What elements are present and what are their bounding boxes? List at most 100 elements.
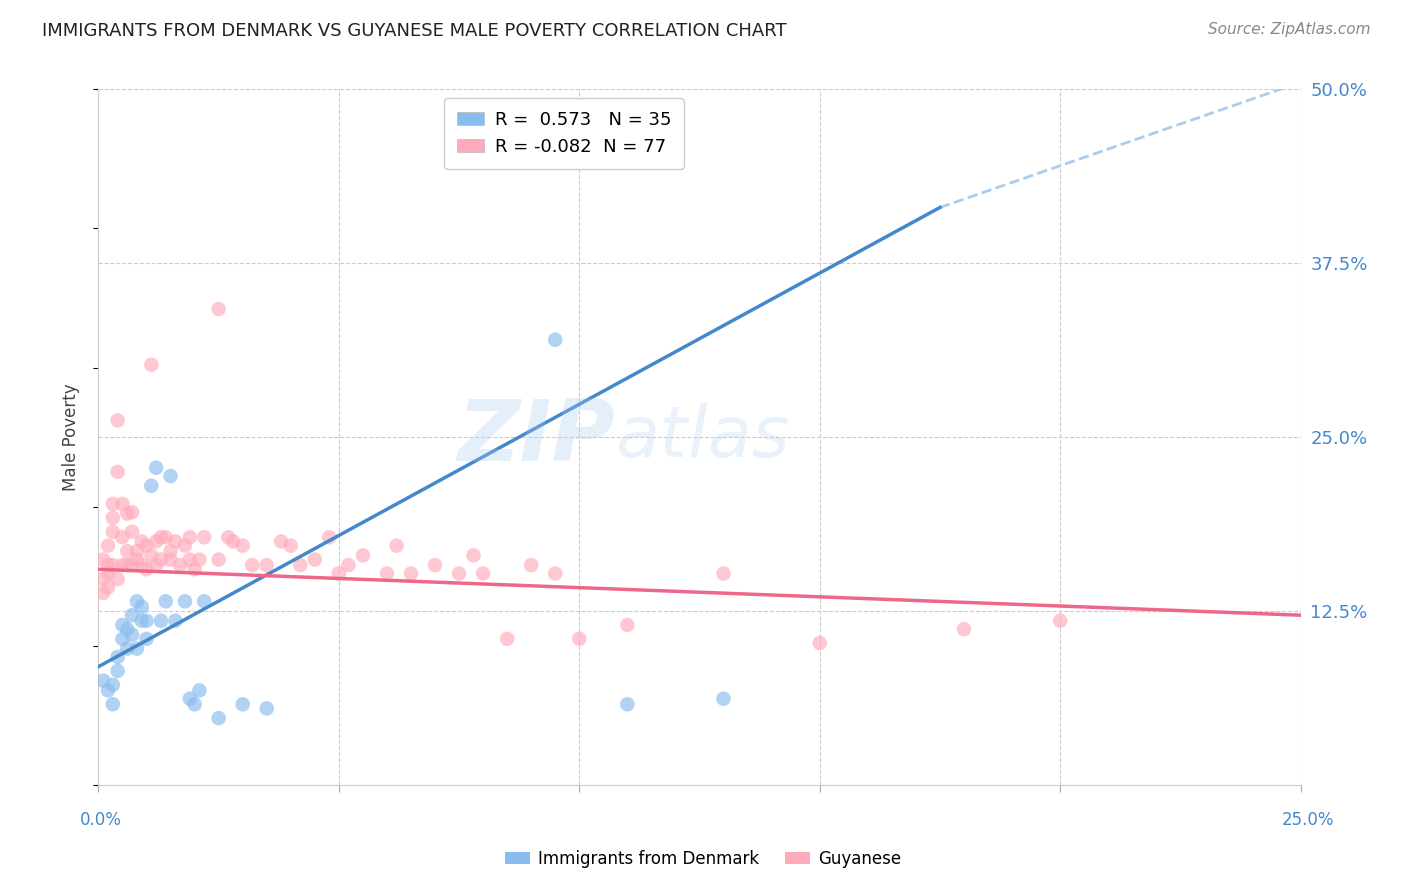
Point: [179, 530, 201, 544]
Point: [544, 333, 567, 347]
Point: [159, 544, 181, 558]
Point: [125, 594, 148, 608]
Point: [97, 683, 120, 698]
Point: [808, 636, 831, 650]
Point: [125, 641, 148, 656]
Point: [208, 301, 231, 316]
Point: [496, 632, 519, 646]
Point: [183, 698, 205, 712]
Point: [270, 534, 292, 549]
Point: [111, 618, 134, 632]
Point: [125, 544, 148, 558]
Point: [217, 530, 239, 544]
Point: [135, 632, 157, 646]
Point: [352, 549, 374, 563]
Point: [145, 460, 167, 475]
Point: [107, 572, 129, 586]
Point: [953, 622, 976, 636]
Point: [463, 549, 485, 563]
Point: [117, 544, 139, 558]
Point: [256, 558, 278, 573]
Point: [107, 413, 129, 427]
Point: [135, 562, 157, 576]
Point: [375, 566, 398, 581]
Point: [141, 549, 163, 563]
Point: [222, 534, 245, 549]
Y-axis label: Male Poverty: Male Poverty: [62, 384, 80, 491]
Point: [183, 562, 205, 576]
Point: [318, 530, 340, 544]
Point: [713, 691, 735, 706]
Point: [125, 552, 148, 566]
Text: 0.0%: 0.0%: [80, 811, 122, 829]
Point: [107, 649, 129, 664]
Point: [544, 566, 567, 581]
Point: [208, 552, 231, 566]
Point: [111, 632, 134, 646]
Point: [385, 539, 408, 553]
Point: [121, 628, 143, 642]
Point: [232, 539, 254, 553]
Point: [107, 664, 129, 678]
Point: [188, 683, 211, 698]
Text: 25.0%: 25.0%: [1281, 811, 1334, 829]
Point: [208, 711, 231, 725]
Point: [101, 558, 124, 573]
Point: [141, 358, 163, 372]
Point: [111, 530, 134, 544]
Point: [107, 465, 129, 479]
Point: [117, 641, 139, 656]
Point: [149, 614, 172, 628]
Point: [97, 580, 120, 594]
Point: [159, 469, 181, 483]
Point: [193, 594, 215, 608]
Point: [179, 691, 201, 706]
Point: [117, 622, 139, 636]
Point: [188, 552, 211, 566]
Point: [91, 586, 114, 600]
Text: IMMIGRANTS FROM DENMARK VS GUYANESE MALE POVERTY CORRELATION CHART: IMMIGRANTS FROM DENMARK VS GUYANESE MALE…: [42, 22, 787, 40]
Point: [328, 566, 350, 581]
Point: [121, 558, 143, 573]
Point: [131, 534, 153, 549]
Point: [97, 539, 120, 553]
Point: [91, 552, 114, 566]
Point: [131, 614, 153, 628]
Point: [165, 534, 187, 549]
Point: [304, 552, 326, 566]
Point: [135, 614, 157, 628]
Point: [179, 552, 201, 566]
Point: [145, 534, 167, 549]
Point: [117, 558, 139, 573]
Text: ZIP: ZIP: [458, 395, 616, 479]
Point: [101, 678, 124, 692]
Legend: R =  0.573   N = 35, R = -0.082  N = 77: R = 0.573 N = 35, R = -0.082 N = 77: [444, 98, 683, 169]
Point: [111, 497, 134, 511]
Point: [155, 594, 177, 608]
Point: [101, 510, 124, 524]
Point: [101, 497, 124, 511]
Point: [240, 558, 263, 573]
Point: [101, 698, 124, 712]
Point: [149, 552, 172, 566]
Point: [101, 524, 124, 539]
Point: [121, 608, 143, 623]
Point: [174, 594, 197, 608]
Point: [520, 558, 543, 573]
Point: [256, 701, 278, 715]
Point: [193, 530, 215, 544]
Point: [423, 558, 446, 573]
Point: [337, 558, 360, 573]
Point: [131, 599, 153, 614]
Point: [232, 698, 254, 712]
Point: [97, 566, 120, 581]
Point: [141, 479, 163, 493]
Point: [121, 505, 143, 519]
Point: [159, 552, 181, 566]
Point: [131, 558, 153, 573]
Point: [568, 632, 591, 646]
Point: [472, 566, 495, 581]
Point: [117, 507, 139, 521]
Point: [399, 566, 422, 581]
Point: [111, 558, 134, 573]
